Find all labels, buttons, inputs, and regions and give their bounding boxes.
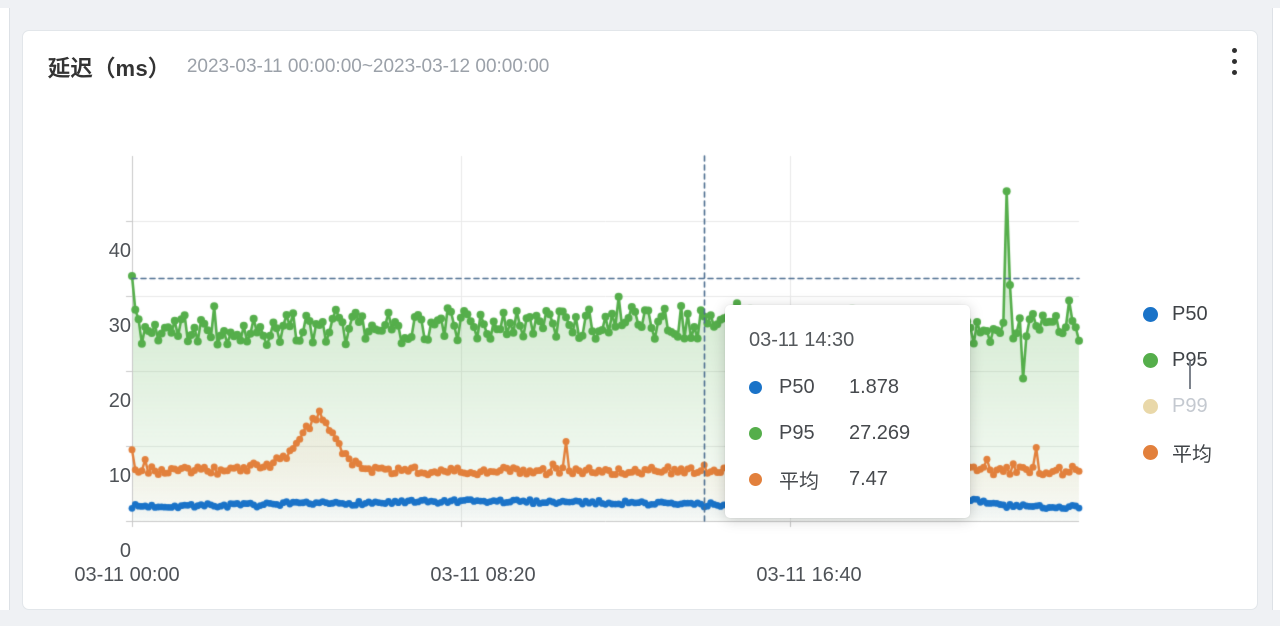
legend-label: P50 bbox=[1172, 302, 1208, 325]
tooltip-title: 03-11 14:30 bbox=[749, 329, 855, 351]
legend-label: 平均 bbox=[1172, 443, 1212, 466]
legend-item-p99[interactable]: P99 bbox=[1143, 383, 1212, 429]
tooltip-series-value: 7.47 bbox=[849, 467, 888, 490]
tooltip-series-label: 平均 bbox=[779, 470, 819, 493]
y-axis-tick-label: 10 bbox=[108, 465, 131, 487]
chart-tooltip: 03-11 14:30 P50 1.878 P95 27.269 平均 7.47 bbox=[725, 305, 970, 518]
legend-item-p95[interactable]: P95 bbox=[1143, 337, 1212, 383]
series-dot-p50 bbox=[1143, 306, 1158, 322]
text-cursor-ibeam bbox=[1189, 361, 1191, 389]
legend-item-p50[interactable]: P50 bbox=[1143, 291, 1212, 337]
tooltip-row-p95: P95 27.269 bbox=[749, 410, 950, 456]
y-axis-tick-label: 40 bbox=[108, 240, 131, 262]
adjacent-panel-left-edge bbox=[0, 8, 10, 610]
series-dot-p99 bbox=[1143, 398, 1158, 414]
series-dot-p95 bbox=[749, 426, 762, 440]
x-axis-tick-label: 03-11 00:00 bbox=[74, 564, 180, 586]
series-dot-p50 bbox=[749, 380, 762, 394]
y-axis-tick-label: 20 bbox=[108, 390, 131, 412]
x-axis-tick-label: 03-11 16:40 bbox=[756, 564, 862, 586]
series-dot-average bbox=[749, 472, 762, 486]
series-dot-p95 bbox=[1143, 352, 1158, 368]
adjacent-panel-right-edge bbox=[1272, 8, 1280, 610]
legend-item-average[interactable]: 平均 bbox=[1143, 429, 1212, 475]
tooltip-row-average: 平均 7.47 bbox=[749, 456, 950, 502]
y-axis-tick-label: 0 bbox=[119, 540, 131, 562]
legend-label: P95 bbox=[1172, 348, 1208, 371]
x-axis-tick-label: 03-11 08:20 bbox=[430, 564, 536, 586]
tooltip-series-label: P95 bbox=[779, 421, 815, 444]
latency-panel: 延迟（ms） 2023-03-11 00:00:00~2023-03-12 00… bbox=[22, 30, 1259, 611]
tooltip-series-value: 1.878 bbox=[849, 375, 900, 398]
tooltip-series-value: 27.269 bbox=[849, 421, 911, 444]
series-dot-average bbox=[1143, 444, 1158, 460]
tooltip-row-p50: P50 1.878 bbox=[749, 364, 950, 410]
y-axis-tick-label: 30 bbox=[108, 315, 131, 337]
legend: P50 P95 P99 平均 bbox=[1143, 291, 1212, 475]
legend-label: P99 bbox=[1172, 394, 1208, 417]
tooltip-series-label: P50 bbox=[779, 375, 815, 398]
latency-chart-canvas[interactable] bbox=[23, 31, 1259, 611]
